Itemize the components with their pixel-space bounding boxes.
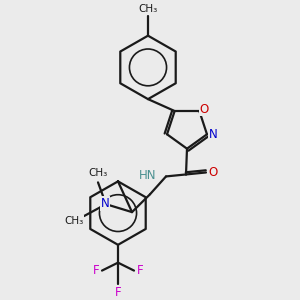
Text: CH₃: CH₃	[138, 4, 158, 14]
Text: F: F	[93, 264, 99, 277]
Text: O: O	[208, 166, 217, 179]
Text: N: N	[100, 197, 109, 210]
Text: F: F	[137, 264, 143, 277]
Text: CH₃: CH₃	[88, 169, 108, 178]
Text: CH₃: CH₃	[64, 216, 84, 226]
Text: F: F	[115, 286, 121, 299]
Text: HN: HN	[139, 169, 156, 182]
Text: O: O	[200, 103, 209, 116]
Text: N: N	[208, 128, 217, 141]
